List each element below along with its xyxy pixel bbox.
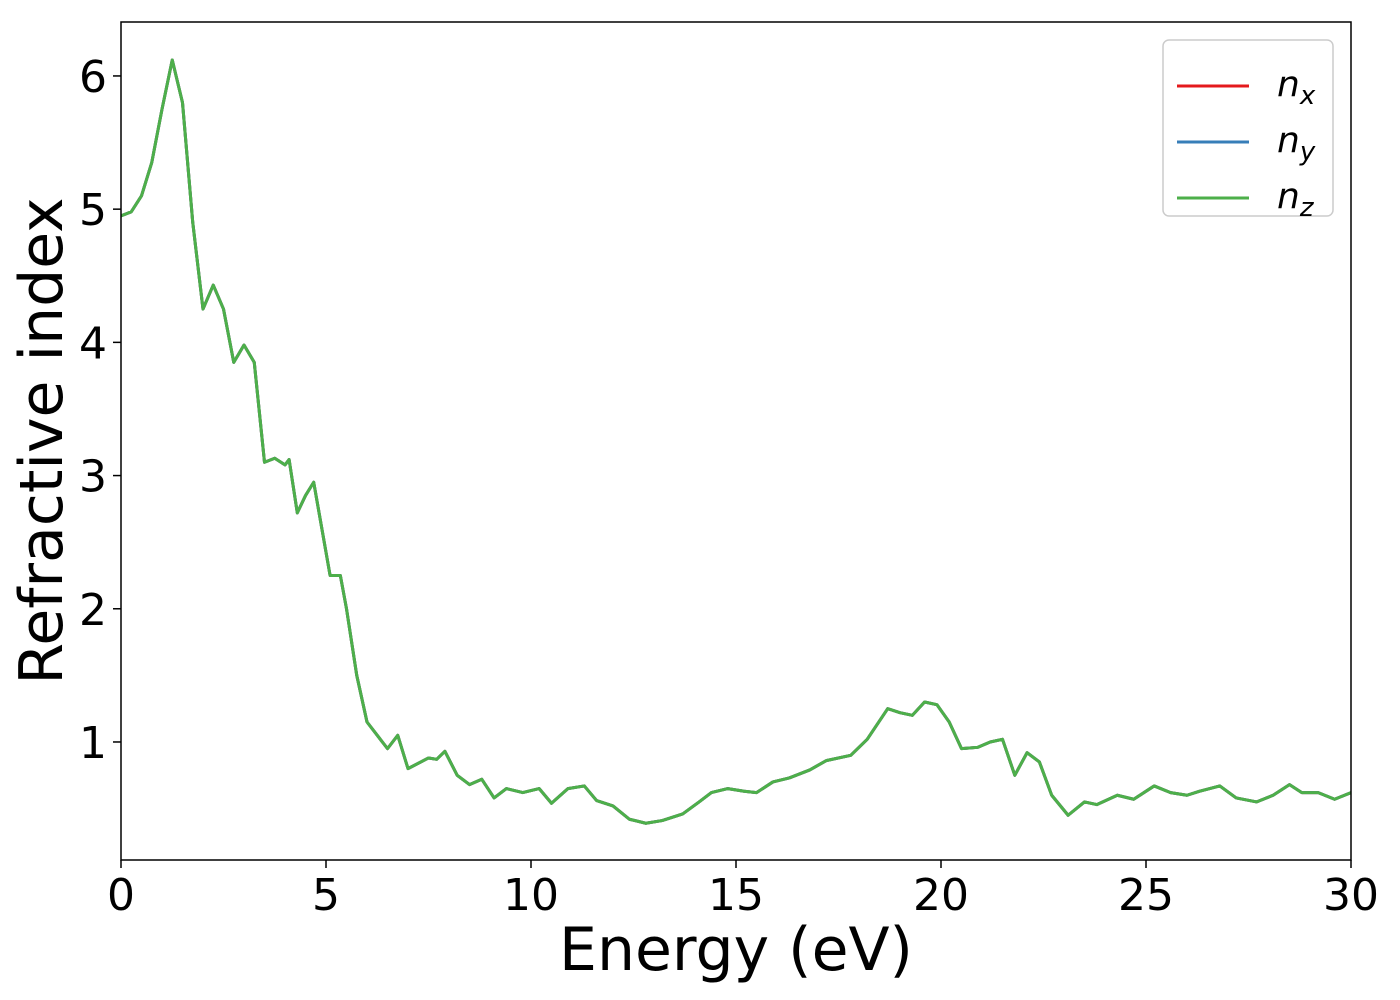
- y-tick-label: 4: [79, 318, 107, 369]
- y-tick-label: 3: [79, 452, 107, 503]
- x-tick-label: 15: [708, 870, 764, 921]
- x-tick-label: 30: [1323, 870, 1379, 921]
- x-tick-label: 5: [312, 870, 340, 921]
- x-tick-label: 0: [107, 870, 135, 921]
- y-tick-label: 1: [79, 718, 107, 769]
- legend-label: nx: [1277, 64, 1316, 111]
- plot-frame: [120, 21, 1352, 861]
- legend-label: ny: [1277, 120, 1316, 167]
- x-tick-label: 25: [1118, 870, 1174, 921]
- series-line: [121, 58, 1351, 825]
- x-axis-label: Energy (eV): [559, 915, 913, 985]
- x-tick-label: 20: [913, 870, 969, 921]
- y-tick-label: 2: [79, 585, 107, 636]
- legend-box: [1162, 39, 1334, 217]
- y-tick-label: 5: [79, 185, 107, 236]
- y-axis-label: Refractive index: [7, 197, 77, 684]
- legend-label: nz: [1277, 176, 1315, 223]
- x-tick-label: 10: [503, 870, 559, 921]
- y-tick-label: 6: [79, 52, 107, 103]
